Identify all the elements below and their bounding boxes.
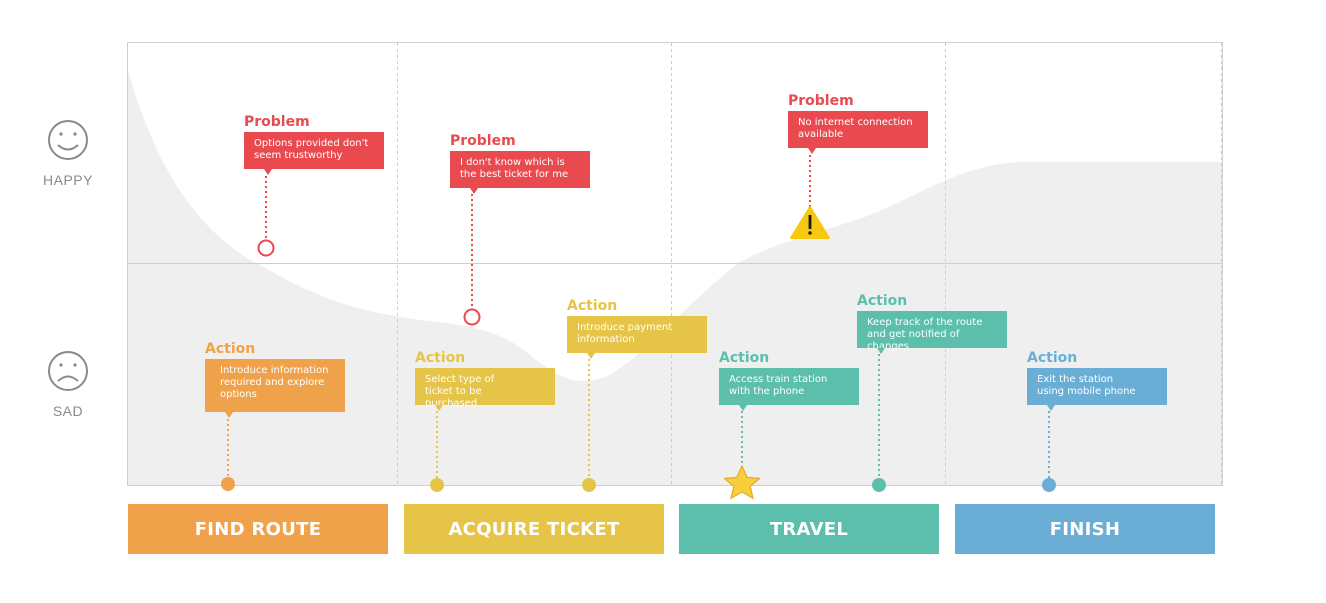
- action-tag: Action: [205, 341, 256, 357]
- action-tag: Action: [857, 293, 908, 309]
- stage-travel: TRAVEL: [679, 504, 939, 554]
- action-card: Introduce information required and explo…: [205, 359, 345, 418]
- emotion-curve: [128, 70, 1222, 485]
- warning-icon: [790, 206, 830, 239]
- happy-face-icon: [48, 120, 88, 160]
- action-marker: [582, 478, 596, 492]
- problem-tag: Problem: [788, 93, 854, 109]
- star-icon: [723, 465, 761, 499]
- problem-card: Options provided don't seem trustworthy: [244, 132, 384, 175]
- action-card: Select type of ticket to be purchased: [415, 368, 555, 411]
- problem-marker: [463, 308, 481, 326]
- action-marker: [872, 478, 886, 492]
- stage-find-route: FIND ROUTE: [128, 504, 388, 554]
- happy-label: HAPPY: [43, 172, 93, 188]
- stage-finish: FINISH: [955, 504, 1215, 554]
- problem-tag: Problem: [450, 133, 516, 149]
- sad-face-icon: [48, 351, 88, 391]
- action-tag: Action: [415, 350, 466, 366]
- stage-acquire-ticket: ACQUIRE TICKET: [404, 504, 664, 554]
- action-tag: Action: [719, 350, 770, 366]
- action-card: Introduce payment information: [567, 316, 707, 359]
- action-card: Keep track of the route and get notified…: [857, 311, 1007, 354]
- action-marker: [1042, 478, 1056, 492]
- action-card: Access train station with the phone: [719, 368, 859, 411]
- problem-card: No internet connection available: [788, 111, 928, 154]
- sad-label: SAD: [52, 403, 84, 419]
- action-tag: Action: [1027, 350, 1078, 366]
- problem-card: I don't know which is the best ticket fo…: [450, 151, 590, 194]
- action-marker: [430, 478, 444, 492]
- action-tag: Action: [567, 298, 618, 314]
- problem-marker: [257, 239, 275, 257]
- action-marker: [221, 477, 235, 491]
- action-card: Exit the station using mobile phone: [1027, 368, 1167, 411]
- problem-tag: Problem: [244, 114, 310, 130]
